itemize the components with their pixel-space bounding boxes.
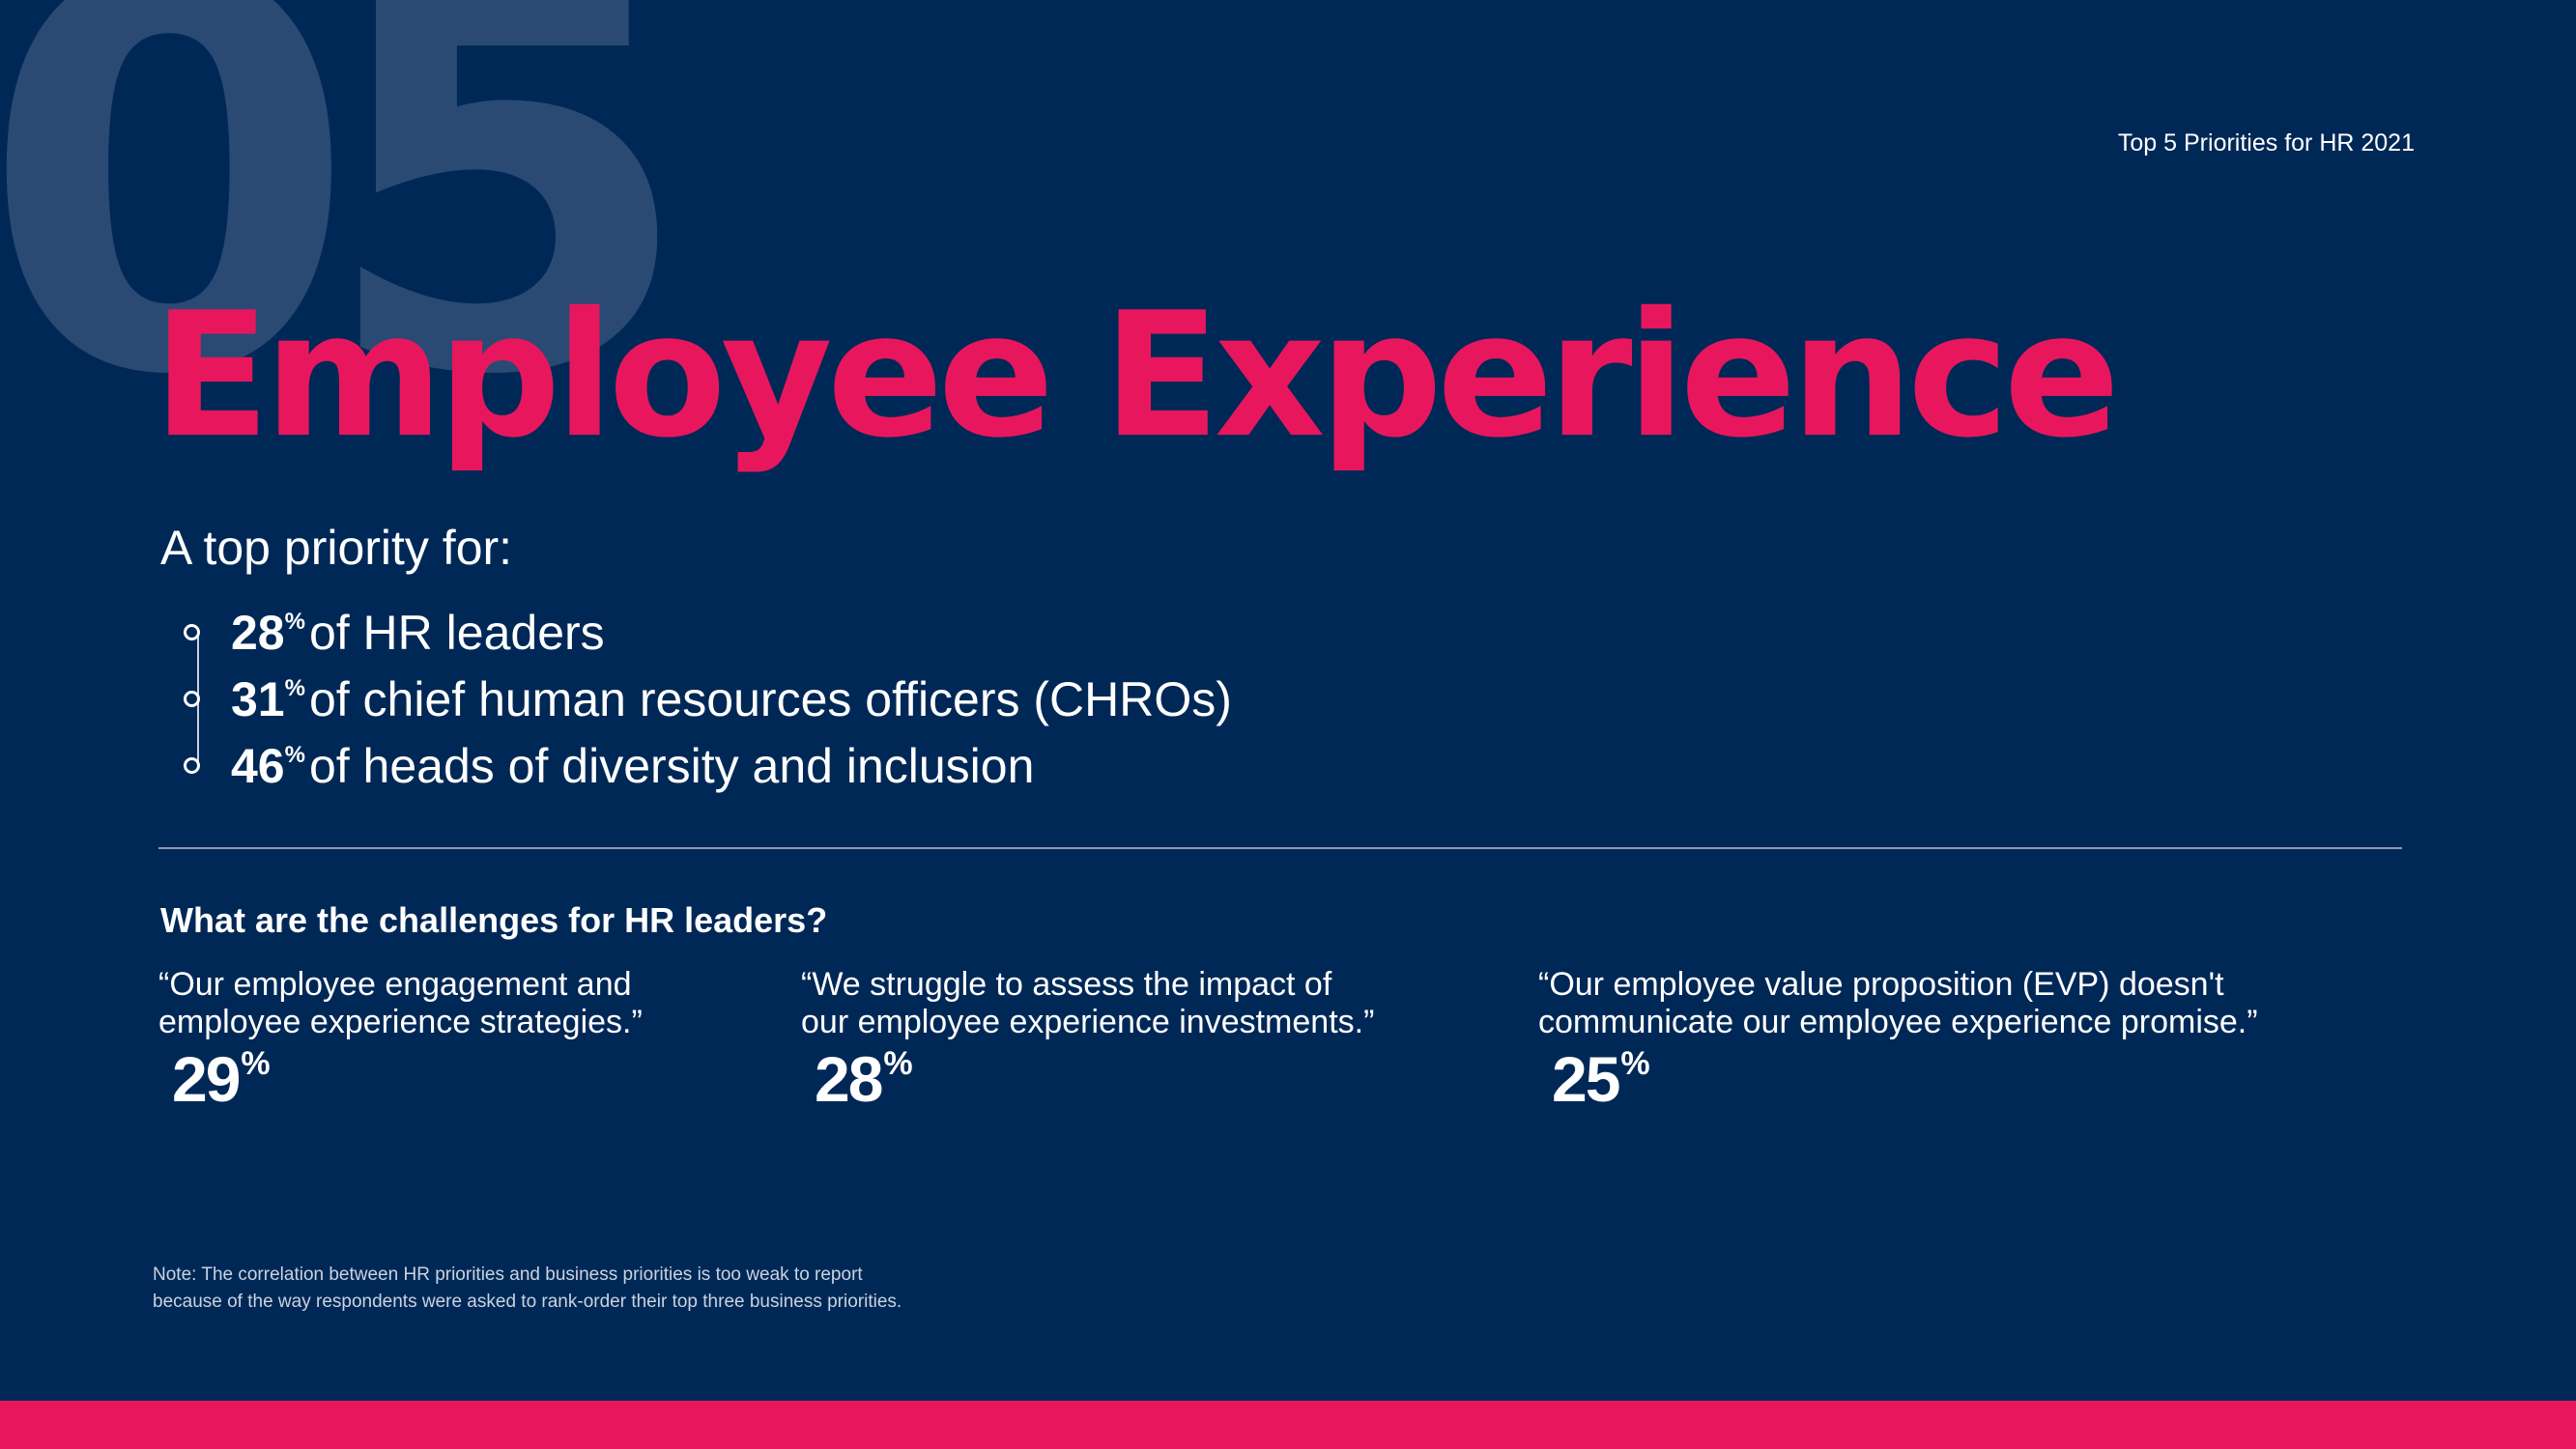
bullet-circle-icon bbox=[184, 757, 200, 774]
quote-value: 28 bbox=[815, 1043, 883, 1115]
footnote-line-2: because of the way respondents were aske… bbox=[153, 1292, 902, 1312]
challenge-quote: “Our employee value proposition (EVP) do… bbox=[1538, 966, 2258, 1111]
stats-list: 28 % of HR leaders 31 % of chief human r… bbox=[184, 599, 1536, 799]
quote-line-1: “We struggle to assess the impact of bbox=[801, 966, 1332, 1003]
stat-label: of heads of diversity and inclusion bbox=[308, 738, 1035, 793]
quote-line-2: communicate our employee experience prom… bbox=[1538, 1004, 2258, 1040]
quote-stat: 25 % bbox=[1552, 1047, 2258, 1111]
stat-label: of HR leaders bbox=[308, 605, 605, 660]
challenge-quote: “We struggle to assess the impact of our… bbox=[801, 966, 1374, 1111]
stat-label: of chief human resources officers (CHROs… bbox=[308, 671, 1232, 726]
report-title-label: Top 5 Priorities for HR 2021 bbox=[2117, 129, 2415, 156]
stat-item: 28 % of HR leaders bbox=[184, 599, 1536, 666]
quote-unit: % bbox=[241, 1045, 271, 1082]
page-title: Employee Experience bbox=[153, 275, 2120, 475]
stat-value: 46 bbox=[231, 738, 285, 793]
footnote-line-1: Note: The correlation between HR priorit… bbox=[153, 1264, 863, 1285]
stat-unit: % bbox=[284, 609, 305, 635]
bottom-accent-bar bbox=[0, 1401, 2576, 1449]
section-number: 05 bbox=[0, 0, 695, 494]
stat-item: 46 % of heads of diversity and inclusion bbox=[184, 732, 1536, 799]
challenge-quote: “Our employee engagement and employee ex… bbox=[158, 966, 643, 1111]
quote-stat: 29 % bbox=[172, 1047, 643, 1111]
bullet-circle-icon bbox=[184, 691, 200, 707]
stat-value: 31 bbox=[231, 671, 285, 726]
quote-line-1: “Our employee engagement and bbox=[158, 966, 632, 1003]
quote-line-1: “Our employee value proposition (EVP) do… bbox=[1538, 966, 2224, 1003]
quote-line-2: our employee experience investments.” bbox=[801, 1004, 1375, 1040]
challenges-heading: What are the challenges for HR leaders? bbox=[160, 900, 828, 940]
footnote: Note: The correlation between HR priorit… bbox=[153, 1262, 902, 1316]
stat-unit: % bbox=[284, 742, 305, 768]
stat-unit: % bbox=[284, 675, 305, 701]
stat-item: 31 % of chief human resources officers (… bbox=[184, 666, 1536, 732]
stat-value: 28 bbox=[231, 605, 285, 660]
quote-unit: % bbox=[1620, 1045, 1650, 1082]
section-divider bbox=[158, 847, 2402, 849]
quote-value: 25 bbox=[1552, 1043, 1620, 1115]
quote-value: 29 bbox=[172, 1043, 241, 1115]
quote-stat: 28 % bbox=[815, 1047, 1374, 1111]
quote-line-2: employee experience strategies.” bbox=[158, 1004, 643, 1040]
intro-text: A top priority for: bbox=[160, 521, 513, 575]
bullet-circle-icon bbox=[184, 624, 200, 640]
quote-unit: % bbox=[883, 1045, 913, 1082]
